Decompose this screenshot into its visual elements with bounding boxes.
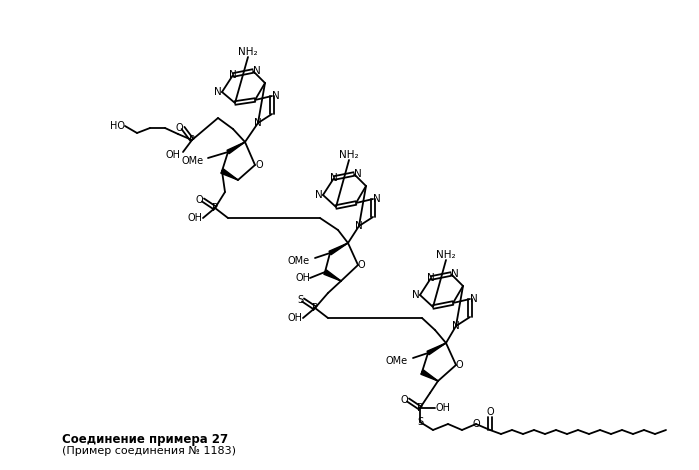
Polygon shape xyxy=(221,169,238,180)
Text: NH₂: NH₂ xyxy=(238,47,258,57)
Text: HO: HO xyxy=(110,121,125,131)
Text: NH₂: NH₂ xyxy=(339,150,359,160)
Polygon shape xyxy=(329,243,348,255)
Text: P: P xyxy=(312,303,318,313)
Polygon shape xyxy=(427,343,446,355)
Text: O: O xyxy=(456,360,463,370)
Text: OH: OH xyxy=(165,150,180,160)
Polygon shape xyxy=(421,370,438,381)
Text: N: N xyxy=(253,66,261,76)
Text: N: N xyxy=(330,173,338,183)
Text: N: N xyxy=(451,269,459,279)
Text: N: N xyxy=(272,91,280,101)
Text: O: O xyxy=(255,160,263,170)
Text: (Пример соединения № 1183): (Пример соединения № 1183) xyxy=(62,446,236,456)
Text: N: N xyxy=(427,273,435,283)
Text: O: O xyxy=(196,195,203,205)
Text: O: O xyxy=(175,123,183,133)
Text: OMe: OMe xyxy=(386,356,408,366)
Text: OMe: OMe xyxy=(182,156,204,166)
Text: O: O xyxy=(473,419,480,429)
Text: OH: OH xyxy=(288,313,303,323)
Text: O: O xyxy=(358,260,366,270)
Text: OH: OH xyxy=(188,213,203,223)
Text: N: N xyxy=(373,194,381,204)
Text: N: N xyxy=(315,190,323,200)
Text: N: N xyxy=(470,294,477,304)
Text: N: N xyxy=(229,70,237,80)
Text: Соединение примера 27: Соединение примера 27 xyxy=(62,433,228,446)
Text: S: S xyxy=(297,295,303,305)
Polygon shape xyxy=(227,142,245,154)
Text: P: P xyxy=(417,403,423,413)
Text: OH: OH xyxy=(295,273,310,283)
Text: N: N xyxy=(254,118,262,128)
Text: N: N xyxy=(354,169,362,179)
Text: P: P xyxy=(189,135,195,145)
Text: N: N xyxy=(412,290,420,300)
Text: N: N xyxy=(452,321,460,331)
Text: OMe: OMe xyxy=(288,256,310,266)
Polygon shape xyxy=(324,270,341,281)
Text: N: N xyxy=(215,87,222,97)
Text: O: O xyxy=(401,395,408,405)
Text: N: N xyxy=(355,221,363,231)
Text: P: P xyxy=(212,203,218,213)
Text: NH₂: NH₂ xyxy=(436,250,456,260)
Text: OH: OH xyxy=(435,403,450,413)
Text: S: S xyxy=(417,417,423,427)
Text: O: O xyxy=(487,407,493,417)
